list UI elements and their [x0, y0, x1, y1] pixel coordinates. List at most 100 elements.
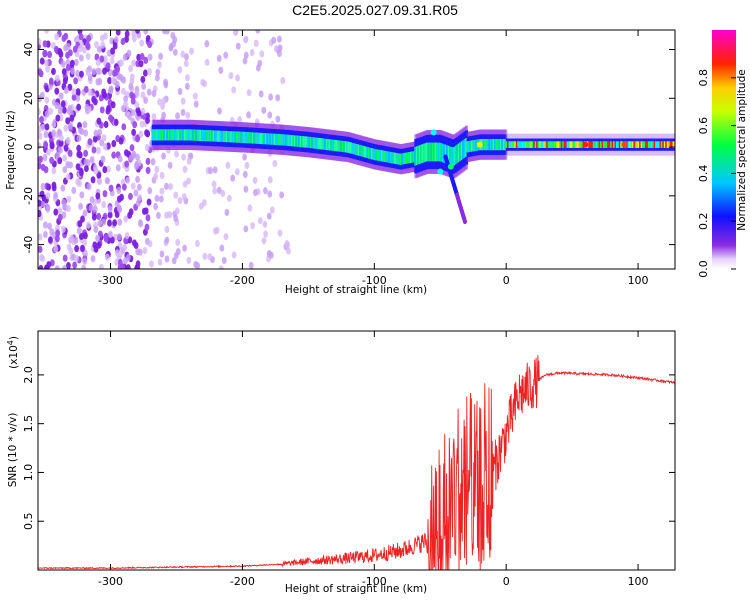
spectrogram-noise-cell [70, 67, 76, 75]
spectrogram-noise-cell [159, 171, 165, 179]
spectrogram-xtick-label: 0 [503, 274, 510, 287]
spectrogram-noise-cell [49, 156, 54, 165]
colorbar-label: Normalized spectral amplitude [736, 69, 748, 230]
spectrogram-noise-cell [143, 96, 148, 104]
spectrogram-noise-cell [174, 207, 180, 215]
spectrogram-noise-cell [180, 50, 186, 58]
spectrogram-noise-cell [123, 100, 129, 109]
spectrogram-noise-cell [124, 160, 130, 168]
spectrogram-noise-cell [38, 155, 43, 163]
spectrogram-noise-cell [168, 183, 174, 191]
spectrogram-noise-cell [91, 146, 97, 154]
spectrogram-noise-cell [180, 97, 186, 105]
spectrogram-noise-cell [221, 256, 227, 265]
spectrogram-noise-cell [220, 189, 226, 198]
spectrogram-noise-cell [91, 213, 97, 221]
spectrogram-noise-cell [180, 108, 186, 117]
spectrogram-noise-cell [88, 204, 94, 212]
svg-text:(x104): (x104) [6, 336, 20, 369]
spectrogram-highlight [430, 129, 437, 136]
spectrogram-noise-cell [60, 100, 66, 108]
spectrogram-noise-cell [57, 146, 63, 154]
spectrogram-noise-cell [61, 198, 67, 206]
spectrogram-ytick-label: 20 [22, 91, 35, 105]
spectrogram-noise-cell [63, 32, 69, 40]
spectrogram-noise-cell [115, 164, 121, 172]
spectrogram-noise-cell [39, 116, 44, 124]
spectrogram-noise-cell [67, 104, 73, 113]
chart-title: C2E5.2025.027.09.31.R05 [292, 2, 458, 18]
spectrogram-noise-cell [97, 77, 103, 86]
spectrogram-noise-cell [255, 30, 261, 34]
spectrogram-noise-cell [65, 204, 71, 213]
spectrogram-noise-cell [74, 245, 80, 253]
spectrogram-noise-cell [40, 163, 46, 172]
spectrogram-noise-cell [242, 57, 248, 65]
spectrogram-noise-cell [164, 182, 169, 190]
spectrogram-noise-cell [45, 148, 51, 156]
spectrogram-noise-cell [154, 165, 160, 174]
spectrogram-noise-cell [51, 67, 56, 76]
spectrogram-noise-cell [111, 140, 117, 148]
spectrogram-noise-cell [134, 89, 140, 98]
spectrogram-noise-cell [107, 211, 113, 219]
spectrogram-noise-cell [173, 251, 179, 260]
spectrogram-noise-cell [175, 112, 180, 120]
spectrogram-noise-cell [131, 35, 137, 43]
spectrogram-noise-cell [78, 54, 84, 62]
spectrogram-noise-cell [234, 168, 240, 176]
spectrogram-xlabel: Height of straight line (km) [285, 284, 427, 296]
spectrogram-noise-cell [75, 88, 81, 96]
spectrogram-noise-cell [38, 132, 43, 140]
spectrogram-noise-cell [139, 52, 145, 61]
spectrogram-noise-cell [42, 40, 48, 48]
spectrogram-noise-cell [38, 209, 42, 218]
spectrogram-noise-cell [138, 60, 144, 68]
spectrogram-noise-cell [138, 130, 144, 138]
spectrogram-noise-cell [113, 68, 119, 77]
spectrogram-noise-cell [91, 95, 97, 104]
spectrogram-noise-cell [134, 160, 140, 169]
spectrogram-noise-cell [132, 121, 138, 129]
spectrogram-noise-cell [112, 42, 118, 50]
spectrogram-noise-cell [57, 107, 63, 115]
spectrogram-noise-cell [79, 191, 85, 199]
spectrogram-noise-cell [135, 175, 140, 184]
spectrogram-noise-cell [120, 37, 126, 46]
spectrogram-noise-cell [85, 41, 90, 49]
spectrogram-noise-cell [60, 60, 66, 68]
spectrogram-noise-cell [145, 157, 151, 165]
spectrogram-noise-cell [47, 222, 52, 230]
colorbar-gradient [712, 30, 736, 269]
spectrogram-noise-cell [141, 207, 147, 215]
spectrogram-noise-cell [114, 80, 120, 89]
spectrogram-noise-cell [257, 217, 263, 225]
spectrogram-noise-cell [92, 241, 98, 249]
spectrogram-noise-cell [103, 235, 109, 243]
spectrogram-noise-cell [212, 166, 218, 174]
spectrogram-noise-cell [57, 207, 63, 215]
spectrogram-noise-cell [217, 107, 222, 115]
spectrogram-noise-cell [96, 147, 101, 155]
spectrogram-noise-cell [58, 92, 64, 100]
spectrogram-noise-cell [54, 87, 60, 95]
spectrogram-noise-cell [158, 52, 164, 60]
spectrogram-noise-cell [38, 107, 41, 116]
spectrogram-noise-cell [79, 127, 85, 136]
spectrogram-tail-cell [462, 219, 467, 225]
spectrogram-noise-cell [171, 40, 177, 48]
spectrogram-noise-cell [147, 240, 153, 248]
spectrogram-noise-cell [101, 201, 107, 209]
spectrogram-noise-cell [38, 233, 43, 241]
spectrogram-noise-cell [228, 72, 234, 80]
spectrogram-noise-cell [92, 135, 98, 143]
spectrogram-noise-cell [60, 225, 66, 233]
spectrogram-noise-cell [82, 232, 88, 240]
spectrogram-noise-cell [38, 37, 42, 46]
spectrogram-noise-cell [42, 230, 48, 239]
spectrogram-noise-cell [159, 187, 165, 195]
spectrogram-noise-cell [103, 120, 109, 129]
spectrogram-noise-cell [107, 76, 112, 85]
spectrogram-noise-cell [231, 86, 237, 94]
